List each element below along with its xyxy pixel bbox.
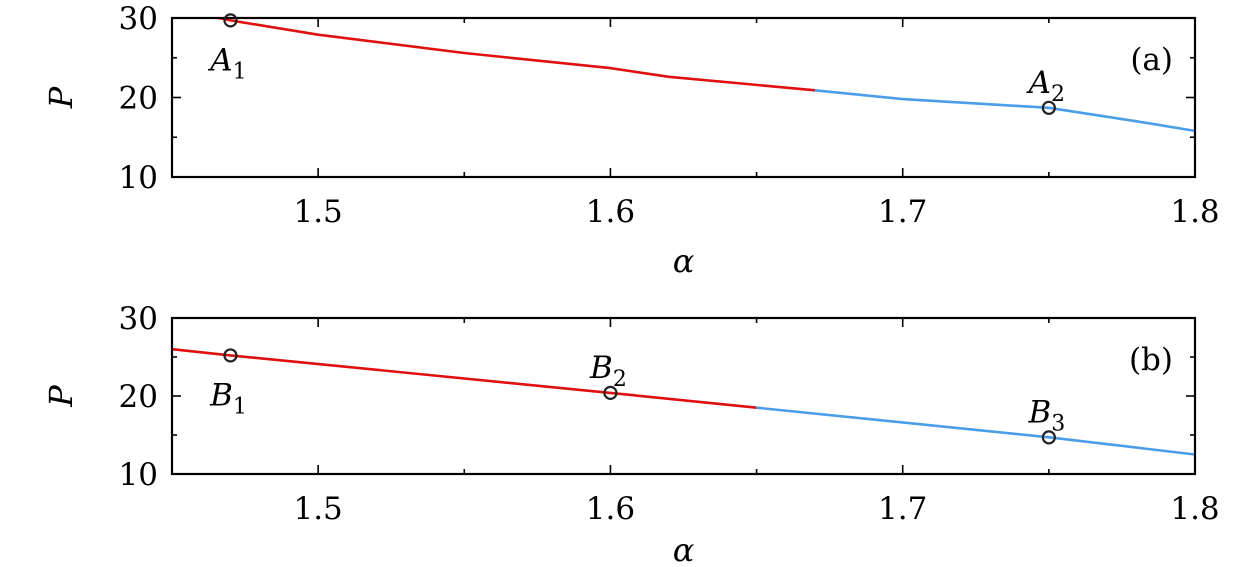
point-label-main: B	[1027, 394, 1051, 430]
x-tick-label-b: 1.5	[293, 491, 342, 527]
series-line-b-2	[756, 406, 1195, 456]
series-line-b-1	[172, 347, 757, 409]
y-tick-label-a: 10	[119, 160, 158, 196]
point-label-a: A2	[1026, 65, 1065, 107]
point-marker-b	[603, 385, 618, 400]
y-tick-label-b: 10	[119, 457, 158, 493]
point-label-main: A	[207, 42, 232, 78]
point-label-main: B	[589, 350, 613, 386]
y-tick-label-a: 30	[119, 1, 158, 37]
x-tick-label-a: 1.8	[1170, 194, 1219, 230]
x-tick-label-a: 1.5	[293, 194, 342, 230]
x-tick-label-a: 1.6	[586, 194, 635, 230]
x-axis-label-b: α	[673, 531, 695, 567]
series-line-a-2	[814, 89, 1195, 133]
y-axis-label-b: P	[42, 385, 80, 408]
y-tick-label-b: 30	[119, 301, 158, 337]
point-label-b: B3	[1027, 394, 1065, 436]
point-label-a: A1	[207, 42, 246, 84]
point-label-subscript: 3	[1051, 411, 1065, 436]
y-tick-label-b: 20	[119, 379, 158, 415]
y-axis-label-a: P	[42, 86, 80, 109]
point-label-b: B2	[589, 350, 627, 392]
point-label-b: B1	[209, 377, 247, 419]
point-label-main: A	[1026, 65, 1051, 101]
point-label-subscript: 1	[233, 59, 247, 84]
point-label-subscript: 2	[1051, 82, 1065, 107]
point-label-subscript: 1	[233, 394, 247, 419]
y-tick-label-a: 20	[119, 81, 158, 117]
point-marker-a	[223, 13, 238, 28]
point-label-subscript: 2	[613, 367, 627, 392]
point-label-main: B	[209, 377, 233, 413]
x-tick-label-b: 1.6	[586, 491, 635, 527]
x-tick-label-a: 1.7	[878, 194, 927, 230]
point-marker-a	[1041, 100, 1056, 115]
x-tick-label-b: 1.8	[1170, 491, 1219, 527]
point-marker-b	[1041, 430, 1056, 445]
point-marker-b	[223, 348, 238, 363]
series-line-a-1	[212, 18, 816, 92]
panel-label-b: (b)	[1129, 342, 1173, 378]
panel-label-a: (a)	[1130, 42, 1173, 78]
x-tick-label-b: 1.7	[878, 491, 927, 527]
x-axis-label-a: α	[673, 242, 695, 280]
